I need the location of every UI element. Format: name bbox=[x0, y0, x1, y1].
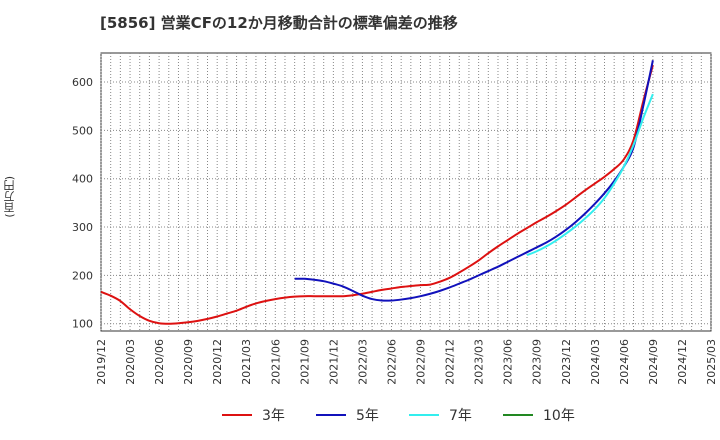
series-line-5年 bbox=[294, 60, 654, 302]
y-tick-label: 100 bbox=[72, 318, 93, 331]
x-tick-label: 2025/03 bbox=[705, 339, 718, 385]
x-tick-label: 2021/09 bbox=[298, 339, 311, 385]
x-tick-label: 2023/03 bbox=[473, 339, 486, 385]
x-tick-label: 2023/06 bbox=[502, 339, 515, 385]
series-lines bbox=[100, 60, 654, 325]
plot-area bbox=[100, 52, 712, 332]
x-tick-label: 2020/03 bbox=[124, 339, 137, 385]
chart-title: [5856] 営業CFの12か月移動合計の標準偏差の推移 bbox=[100, 14, 458, 32]
series-line-3年 bbox=[100, 64, 654, 325]
legend-label: 10年 bbox=[543, 408, 575, 424]
y-tick-labels: 100 200 300 400 500 600 bbox=[72, 76, 93, 331]
x-tick-label: 2021/12 bbox=[327, 339, 340, 385]
y-tick-label: 400 bbox=[72, 173, 93, 186]
x-tick-label: 2023/09 bbox=[531, 339, 544, 385]
legend-swatch bbox=[409, 414, 439, 416]
y-tick-label: 500 bbox=[72, 124, 93, 137]
x-tick-labels: 2019/12 2020/03 2020/06 2020/09 2020/12 2021/… bbox=[95, 339, 718, 385]
x-tick-label: 2022/09 bbox=[415, 339, 428, 385]
series-line-7年 bbox=[526, 93, 654, 257]
legend-item: 7年 bbox=[409, 404, 472, 426]
legend-label: 5年 bbox=[356, 408, 379, 424]
y-tick-label: 200 bbox=[72, 269, 93, 282]
legend-swatch bbox=[503, 414, 533, 416]
x-tick-label: 2020/06 bbox=[153, 339, 166, 385]
legend-item: 3年 bbox=[222, 404, 285, 426]
x-tick-label: 2022/12 bbox=[444, 339, 457, 385]
x-tick-label: 2022/06 bbox=[385, 339, 398, 385]
x-tick-label: 2021/06 bbox=[269, 339, 282, 385]
x-tick-label: 2019/12 bbox=[95, 339, 108, 385]
x-tick-label: 2020/12 bbox=[211, 339, 224, 385]
line-chart: 100 200 300 400 500 600 2019/12 2020/03 2020/06… bbox=[72, 52, 718, 385]
x-tick-label: 2024/09 bbox=[647, 339, 660, 385]
x-tick-label: 2024/12 bbox=[676, 339, 689, 385]
grid bbox=[100, 53, 712, 331]
x-tick-label: 2024/03 bbox=[589, 339, 602, 385]
legend-label: 7年 bbox=[449, 408, 472, 424]
x-tick-label: 2022/03 bbox=[356, 339, 369, 385]
y-tick-label: 600 bbox=[72, 76, 93, 89]
x-tick-label: 2020/09 bbox=[182, 339, 195, 385]
legend-swatch bbox=[222, 414, 252, 416]
legend-item: 5年 bbox=[316, 404, 379, 426]
y-tick-label: 300 bbox=[72, 221, 93, 234]
legend-swatch bbox=[316, 414, 346, 416]
legend-label: 3年 bbox=[262, 408, 285, 424]
x-tick-label: 2023/12 bbox=[560, 339, 573, 385]
legend: 3年 5年 7年 10年 bbox=[0, 404, 720, 426]
x-tick-label: 2021/03 bbox=[240, 339, 253, 385]
x-tick-label: 2024/06 bbox=[618, 339, 631, 385]
legend-item: 10年 bbox=[503, 404, 575, 426]
